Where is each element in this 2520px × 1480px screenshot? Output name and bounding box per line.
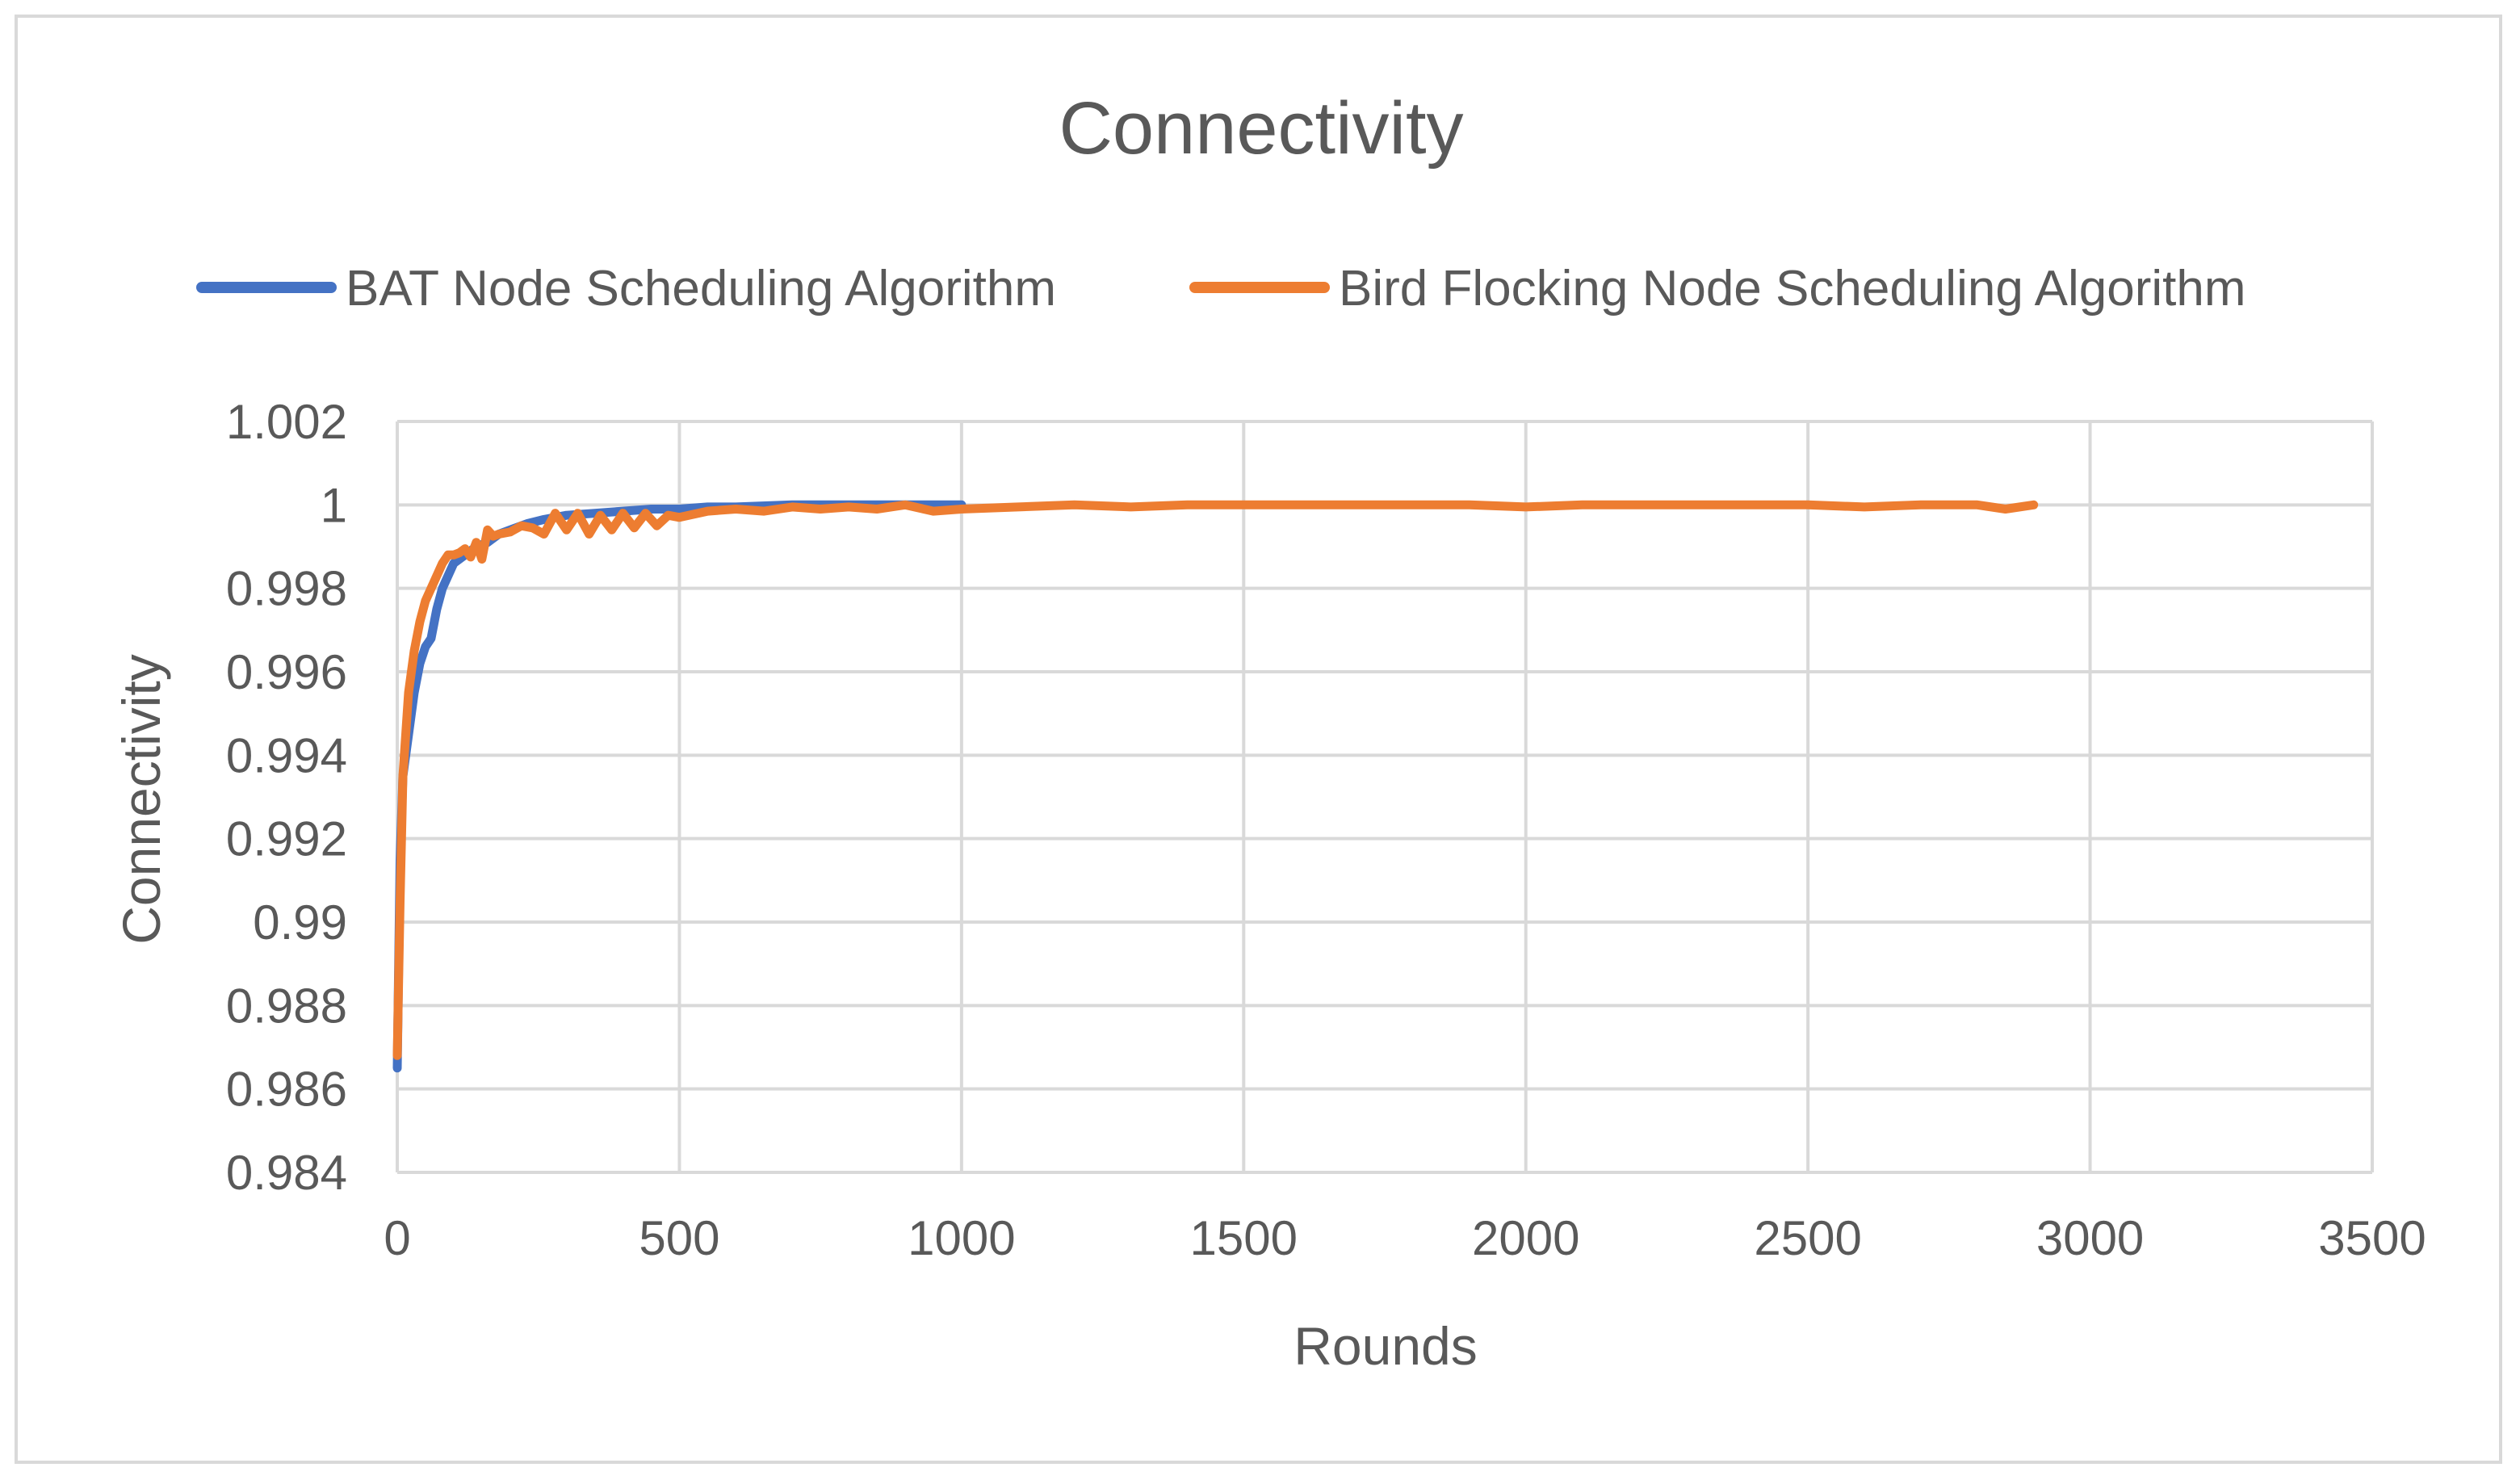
y-tick-label: 0.994 [226,728,347,782]
y-tick-label: 0.986 [226,1063,347,1117]
y-axis-ticks: 0.984 0.986 0.988 0.99 0.992 0.994 0.996 0.998 1… [226,395,347,1200]
series-line-bird-flocking [392,500,2039,1060]
y-tick-label: 0.996 [226,645,347,699]
y-tick-label: 0.984 [226,1146,347,1200]
y-tick-label: 1.002 [226,395,347,449]
legend-label-bird-flocking: Bird Flocking Node Scheduling Algorithm [1339,261,2245,317]
x-axis-ticks: 0 500 1000 1500 2000 2500 3000 3500 [384,1211,2426,1265]
x-tick-label: 2500 [1754,1211,1861,1265]
chart-frame [15,15,2502,1464]
x-tick-label: 0 [384,1211,410,1265]
x-tick-label: 1000 [908,1211,1015,1265]
x-tick-label: 2000 [1472,1211,1579,1265]
legend: BAT Node Scheduling Algorithm Bird Flock… [196,261,2245,317]
x-axis-title: Rounds [1294,1316,1478,1376]
legend-label-bat: BAT Node Scheduling Algorithm [346,261,1056,317]
y-tick-label: 0.992 [226,812,347,866]
x-tick-label: 500 [639,1211,719,1265]
series-lines [392,500,2039,1073]
chart-title: Connectivity [1059,87,1463,170]
x-tick-label: 3500 [2318,1211,2426,1265]
y-tick-label: 1 [321,478,347,532]
x-tick-label: 1500 [1190,1211,1298,1265]
y-tick-label: 0.998 [226,562,347,616]
y-axis-title: Connectivity [111,654,171,945]
y-tick-label: 0.99 [253,895,347,950]
x-tick-label: 3000 [2036,1211,2144,1265]
grid-lines [396,420,2374,1174]
y-tick-label: 0.988 [226,979,347,1033]
